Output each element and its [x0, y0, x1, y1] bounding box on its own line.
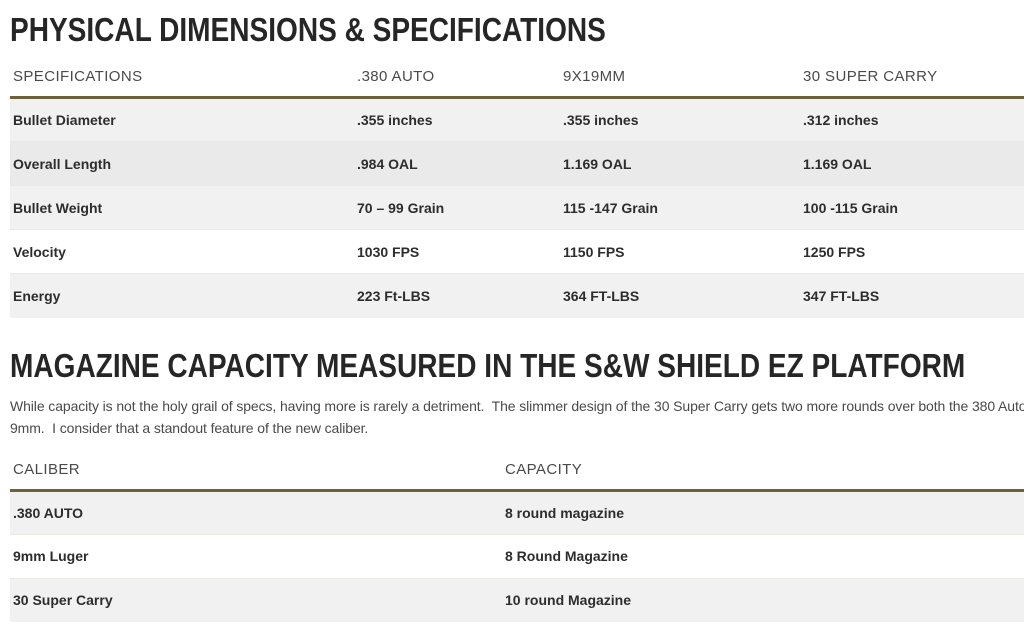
spec-value: 347 FT-LBS [803, 287, 880, 304]
caliber-label: 30 Super Carry [13, 592, 113, 609]
spec-value: .312 inches [803, 112, 879, 128]
spec-row-velocity: Velocity 1030 FPS 1150 FPS 1250 FPS [10, 229, 1024, 274]
spec-value: 100 -115 Grain [803, 199, 898, 216]
capacity-value: 8 round magazine [505, 504, 625, 521]
capacity-intro-paragraph: While capacity is not the holy grail of … [10, 395, 1024, 439]
spec-value: 70 – 99 Grain [357, 199, 445, 216]
intro-line-1: While capacity is not the holy grail of … [10, 397, 1024, 414]
spec-label: Energy [13, 287, 61, 304]
spec-label: Velocity [13, 243, 66, 260]
spec-value: 1.169 OAL [803, 155, 872, 172]
spec-value: 364 FT-LBS [563, 287, 640, 304]
spec-row-bullet-diameter: Bullet Diameter .355 inches .355 inches … [10, 97, 1024, 142]
spec-value: .984 OAL [357, 155, 418, 172]
spec-row-bullet-weight: Bullet Weight 70 – 99 Grain 115 -147 Gra… [10, 185, 1024, 230]
column-header-specifications: SPECIFICATIONS [13, 68, 143, 85]
caliber-label: 9mm Luger [13, 548, 89, 564]
column-header-capacity: CAPACITY [505, 460, 583, 478]
spec-label: Bullet Weight [13, 199, 103, 216]
article-content: PHYSICAL DIMENSIONS & SPECIFICATIONS SPE… [10, 11, 1024, 622]
spec-label: Bullet Diameter [13, 112, 116, 128]
capacity-value: 8 Round Magazine [505, 548, 628, 564]
spec-value: 1.169 OAL [563, 155, 632, 172]
capacity-row-380-auto: .380 AUTO 8 round magazine [10, 490, 1024, 534]
caliber-label: .380 AUTO [13, 504, 84, 521]
spec-value: 115 -147 Grain [563, 199, 658, 216]
spec-value: 223 Ft-LBS [357, 287, 431, 304]
specs-section-title: PHYSICAL DIMENSIONS & SPECIFICATIONS [10, 11, 606, 48]
spec-row-overall-length: Overall Length .984 OAL 1.169 OAL 1.169 … [10, 141, 1024, 186]
spec-value: 1030 FPS [357, 243, 420, 260]
spec-row-energy: Energy 223 Ft-LBS 364 FT-LBS 347 FT-LBS [10, 273, 1024, 318]
capacity-value: 10 round Magazine [505, 592, 632, 609]
spec-value: 1250 FPS [803, 243, 866, 260]
capacity-table-header-row: CALIBER CAPACITY [10, 439, 1024, 490]
column-header-caliber: CALIBER [13, 460, 80, 478]
column-header-380-auto: .380 AUTO [357, 68, 435, 85]
intro-line-2: 9mm. I consider that a standout feature … [10, 419, 369, 436]
column-header-30-super-carry: 30 SUPER CARRY [803, 68, 938, 85]
spec-value: .355 inches [563, 112, 639, 128]
column-header-9x19mm: 9X19MM [563, 68, 626, 85]
capacity-row-30-super-carry: 30 Super Carry 10 round Magazine [10, 578, 1024, 622]
spec-value: 1150 FPS [563, 243, 625, 260]
capacity-section-title: MAGAZINE CAPACITY MEASURED IN THE S&W SH… [10, 346, 966, 384]
spec-value: .355 inches [357, 112, 433, 128]
capacity-row-9mm-luger: 9mm Luger 8 Round Magazine [10, 534, 1024, 578]
specs-table: SPECIFICATIONS .380 AUTO 9X19MM 30 SUPER… [10, 46, 1024, 318]
specs-table-header-row: SPECIFICATIONS .380 AUTO 9X19MM 30 SUPER… [10, 46, 1024, 98]
capacity-table: CALIBER CAPACITY .380 AUTO 8 round magaz… [10, 439, 1024, 622]
spec-label: Overall Length [13, 155, 112, 172]
